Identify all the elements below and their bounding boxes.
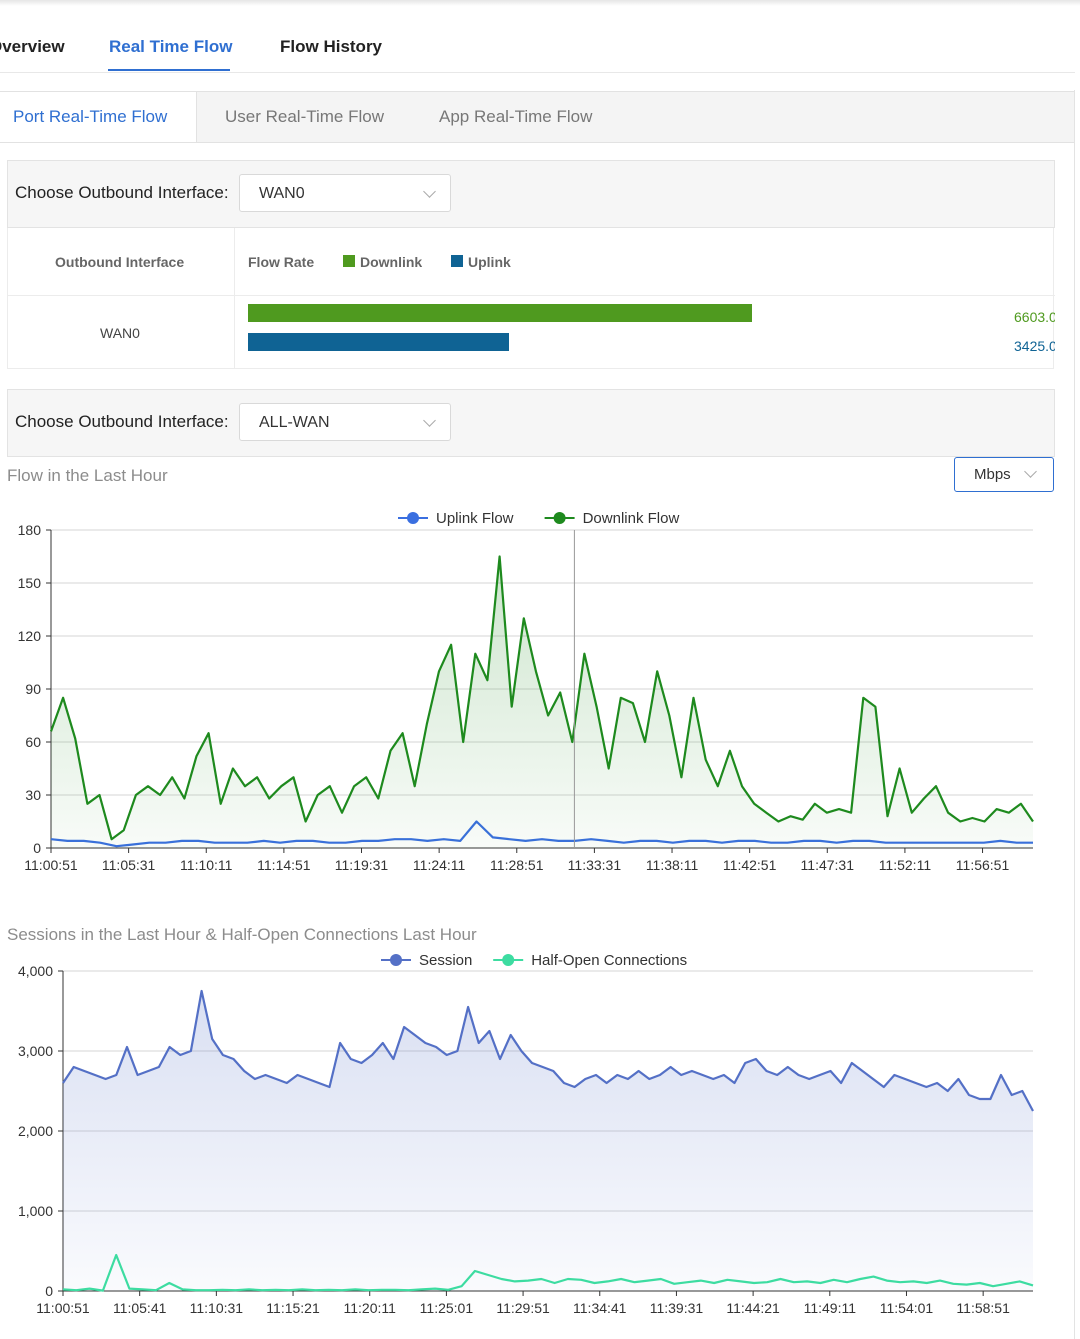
y-tick-label: 2,000: [18, 1123, 53, 1139]
tab-port-real-time-flow[interactable]: Port Real-Time Flow: [0, 92, 197, 142]
chevron-down-icon: [1024, 465, 1037, 478]
choose-interface-label: Choose Outbound Interface:: [15, 183, 229, 202]
legend-marker: [390, 954, 402, 966]
y-tick-label: 4,000: [18, 963, 53, 979]
x-tick-label: 11:28:51: [490, 857, 544, 873]
y-tick-label: 30: [25, 787, 41, 803]
legend-label: Uplink Flow: [436, 510, 514, 527]
x-tick-label: 11:54:01: [880, 1300, 934, 1316]
y-tick-label: 120: [18, 628, 42, 644]
x-tick-label: 11:00:51: [36, 1300, 90, 1316]
x-tick-label: 11:52:11: [879, 857, 932, 873]
x-tick-label: 11:29:51: [496, 1300, 550, 1316]
legend-marker: [407, 512, 419, 524]
x-tick-label: 11:20:11: [344, 1300, 397, 1316]
uplink-legend-swatch: [451, 255, 463, 267]
flow-line-chart[interactable]: 0 30 60 90 120 150 180 11:00:51 11:05:31 11:10:11…: [0, 500, 1080, 900]
interface-filter-1: Choose Outbound Interface: WAN0: [7, 160, 1055, 228]
main-tabs: Overview Real Time Flow Flow History: [0, 22, 1075, 73]
x-tick-label: 11:58:51: [956, 1300, 1010, 1316]
sessions-line-chart[interactable]: 0 1,000 2,000 3,000 4,000 11:00:51 11:05:41 11:…: [0, 950, 1080, 1330]
sessions-chart-title: Sessions in the Last Hour & Half-Open Co…: [7, 925, 477, 944]
legend-marker: [502, 954, 515, 966]
outbound-interface-select[interactable]: ALL-WAN: [239, 403, 451, 441]
tab-real-time-flow[interactable]: Real Time Flow: [109, 37, 233, 56]
x-tick-label: 11:05:31: [102, 857, 156, 873]
select-value: WAN0: [259, 185, 305, 202]
x-tick-label: 11:00:51: [24, 857, 78, 873]
x-tick-label: 11:39:31: [650, 1300, 704, 1316]
series-area-downlink-flow: [51, 556, 1033, 848]
panel-border: [1074, 90, 1075, 1339]
unit-value: Mbps: [974, 466, 1011, 483]
y-tick-label: 1,000: [18, 1203, 53, 1219]
x-tick-label: 11:47:31: [801, 857, 855, 873]
x-tick-label: 11:44:21: [726, 1300, 780, 1316]
flow-rate-table: Outbound Interface Flow Rate Downlink Up…: [7, 228, 1055, 369]
downlink-bar: [248, 304, 752, 322]
interface-filter-2: Choose Outbound Interface: ALL-WAN: [7, 389, 1055, 457]
y-tick-label: 150: [18, 575, 42, 591]
x-tick-label: 11:25:01: [420, 1300, 474, 1316]
series-line-session: [62, 989, 1034, 1112]
sub-tabs: Port Real-Time Flow User Real-Time Flow …: [0, 91, 1074, 143]
table-divider: [234, 228, 235, 369]
tab-flow-history[interactable]: Flow History: [280, 37, 383, 56]
tab-overview[interactable]: Overview: [0, 37, 65, 56]
x-tick-label: 11:24:11: [413, 857, 466, 873]
y-tick-label: 60: [25, 734, 41, 750]
active-tab-underline: [108, 69, 230, 71]
uplink-bar: [248, 333, 509, 351]
outbound-interface-select[interactable]: WAN0: [239, 174, 451, 212]
x-tick-label: 11:38:11: [646, 857, 699, 873]
legend-label: Session: [419, 952, 472, 969]
column-header-interface: Outbound Interface: [55, 254, 185, 270]
legend-label: Downlink Flow: [583, 510, 680, 527]
unit-select[interactable]: Mbps: [954, 457, 1054, 492]
legend-marker: [553, 512, 566, 524]
downlink-legend-swatch: [343, 255, 355, 267]
x-tick-label: 11:34:41: [573, 1300, 627, 1316]
downlink-legend-label: Downlink: [360, 254, 423, 270]
x-tick-label: 11:15:21: [266, 1300, 320, 1316]
series-area-session: [63, 991, 1033, 1291]
uplink-legend-label: Uplink: [468, 254, 511, 270]
y-tick-label: 0: [45, 1283, 53, 1299]
table-cell-interface: WAN0: [100, 325, 140, 341]
x-tick-label: 11:19:31: [335, 857, 389, 873]
chevron-down-icon: [423, 414, 436, 427]
x-tick-label: 11:05:41: [113, 1300, 167, 1316]
table-divider: [8, 295, 1055, 296]
choose-interface-label: Choose Outbound Interface:: [15, 412, 229, 431]
y-tick-label: 0: [33, 840, 41, 856]
x-tick-label: 11:56:51: [956, 857, 1010, 873]
series-line-downlink-flow: [49, 555, 1034, 841]
chevron-down-icon: [423, 185, 436, 198]
tab-user-real-time-flow[interactable]: User Real-Time Flow: [225, 107, 385, 126]
x-tick-label: 11:10:11: [180, 857, 233, 873]
x-tick-label: 11:14:51: [257, 857, 311, 873]
x-tick-label: 11:10:31: [190, 1300, 244, 1316]
window-top-edge: [0, 0, 1080, 6]
y-tick-label: 180: [18, 522, 42, 538]
x-tick-label: 11:42:51: [723, 857, 777, 873]
y-tick-label: 90: [25, 681, 41, 697]
legend-label: Half-Open Connections: [531, 952, 687, 969]
tab-app-real-time-flow[interactable]: App Real-Time Flow: [439, 107, 593, 126]
select-value: ALL-WAN: [259, 414, 330, 431]
uplink-value: 3425.0: [1014, 338, 1055, 354]
x-tick-label: 11:33:31: [568, 857, 622, 873]
x-tick-label: 11:49:11: [804, 1300, 857, 1316]
flow-chart-title: Flow in the Last Hour: [7, 466, 168, 485]
series-line-half-open-connections: [62, 1253, 1034, 1292]
y-tick-label: 3,000: [18, 1043, 53, 1059]
column-header-flow-rate: Flow Rate: [248, 254, 315, 270]
downlink-value: 6603.0: [1014, 309, 1055, 325]
